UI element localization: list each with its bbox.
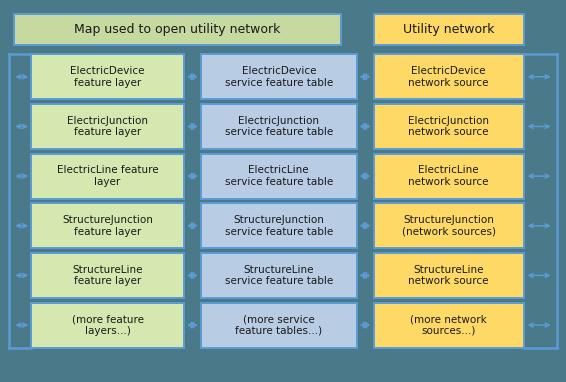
Text: Utility network: Utility network [403,23,494,36]
FancyBboxPatch shape [374,154,524,199]
Text: ElectricJunction
service feature table: ElectricJunction service feature table [225,116,333,137]
Text: StructureJunction
feature layer: StructureJunction feature layer [62,215,153,236]
FancyBboxPatch shape [31,104,184,149]
FancyBboxPatch shape [201,154,357,199]
Text: StructureLine
service feature table: StructureLine service feature table [225,265,333,286]
FancyBboxPatch shape [31,303,184,348]
Text: StructureLine
network source: StructureLine network source [408,265,489,286]
FancyBboxPatch shape [374,253,524,298]
Text: StructureLine
feature layer: StructureLine feature layer [72,265,143,286]
FancyBboxPatch shape [374,203,524,248]
Text: ElectricDevice
network source: ElectricDevice network source [408,66,489,87]
FancyBboxPatch shape [201,253,357,298]
Text: ElectricDevice
feature layer: ElectricDevice feature layer [70,66,145,87]
FancyBboxPatch shape [374,14,524,45]
FancyBboxPatch shape [201,54,357,99]
Text: ElectricLine
network source: ElectricLine network source [408,165,489,187]
Text: (more network
sources...): (more network sources...) [410,314,487,336]
Text: StructureJunction
(network sources): StructureJunction (network sources) [401,215,496,236]
FancyBboxPatch shape [31,154,184,199]
Text: ElectricLine
service feature table: ElectricLine service feature table [225,165,333,187]
FancyBboxPatch shape [31,253,184,298]
Text: ElectricJunction
feature layer: ElectricJunction feature layer [67,116,148,137]
Text: StructureJunction
service feature table: StructureJunction service feature table [225,215,333,236]
FancyBboxPatch shape [374,104,524,149]
Text: (more feature
layers...): (more feature layers...) [71,314,144,336]
FancyBboxPatch shape [201,303,357,348]
FancyBboxPatch shape [201,104,357,149]
FancyBboxPatch shape [201,203,357,248]
Text: Map used to open utility network: Map used to open utility network [74,23,280,36]
FancyBboxPatch shape [14,14,341,45]
FancyBboxPatch shape [31,203,184,248]
FancyBboxPatch shape [374,303,524,348]
Text: (more service
feature tables...): (more service feature tables...) [235,314,322,336]
Text: ElectricLine feature
layer: ElectricLine feature layer [57,165,158,187]
FancyBboxPatch shape [31,54,184,99]
Text: ElectricDevice
service feature table: ElectricDevice service feature table [225,66,333,87]
Text: ElectricJunction
network source: ElectricJunction network source [408,116,489,137]
FancyBboxPatch shape [374,54,524,99]
